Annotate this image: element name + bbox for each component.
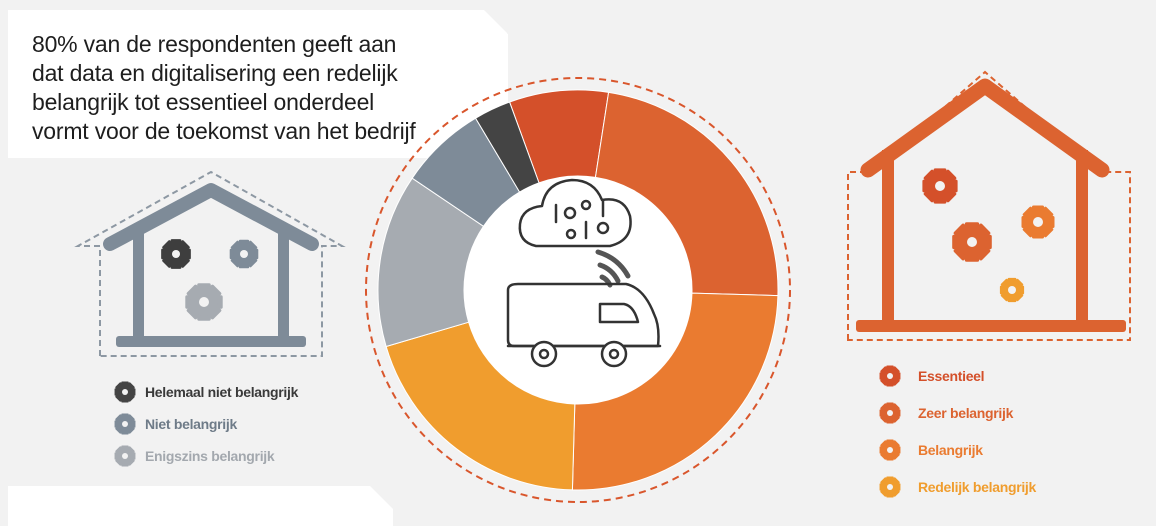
callout-line: dat data en digitalisering een redelijk	[32, 60, 398, 86]
legend-label: Belangrijk	[918, 442, 983, 458]
donut-chart	[377, 89, 779, 491]
gear-hole	[122, 453, 128, 459]
legend-label: Helemaal niet belangrijk	[145, 384, 299, 400]
callout-text: 80% van de respondenten geeft aan dat da…	[32, 30, 502, 146]
van-with-cloud-data-icon	[506, 178, 662, 368]
callout-line: belangrijk tot essentieel onderdeel	[32, 89, 375, 115]
gear-hole	[122, 389, 128, 395]
legend-right: Essentieel Zeer belangrijk Belangrijk Redel…	[879, 365, 1037, 498]
gear-hole	[887, 410, 893, 416]
donut-outline	[365, 77, 791, 503]
donut-hole	[464, 176, 692, 404]
legend-label: Zeer belangrijk	[918, 405, 1014, 421]
legend-label: Redelijk belangrijk	[918, 479, 1037, 495]
legend-label: Essentieel	[918, 368, 984, 384]
legend-left: Helemaal niet belangrijk Niet belangrijk E…	[114, 381, 299, 467]
grey-house-with-gears-icon	[74, 170, 346, 357]
donut-slice-belangrijk	[571, 292, 779, 491]
gear-hole	[122, 421, 128, 427]
gear-hole	[887, 447, 893, 453]
legend-label: Niet belangrijk	[145, 416, 237, 432]
callout-box: 80% van de respondenten geeft aan dat da…	[8, 10, 508, 158]
legend-label: Enigszins belangrijk	[145, 448, 275, 464]
callout-line: 80% van de respondenten geeft aan	[32, 31, 397, 57]
gear-hole	[887, 484, 893, 490]
callout-line: vormt voor de toekomst van het bedrijf	[32, 118, 416, 144]
gear-hole	[887, 373, 893, 379]
orange-house-with-gears-icon	[847, 70, 1131, 341]
